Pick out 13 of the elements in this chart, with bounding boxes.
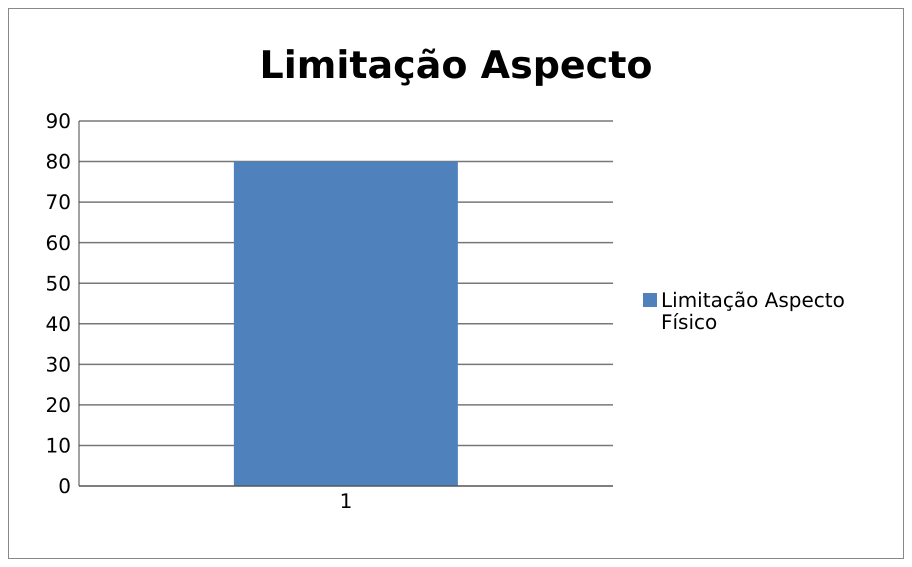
- chart-title: Limitação Aspecto: [258, 43, 654, 89]
- y-tick-label: 40: [46, 312, 71, 336]
- y-tick-label: 20: [46, 392, 71, 417]
- y-tick-label: 10: [46, 434, 71, 458]
- legend-label: Limitação Aspecto Físico: [661, 288, 846, 334]
- y-tick-label: 30: [46, 352, 71, 376]
- x-tick-label: 1: [340, 489, 352, 514]
- y-tick-label: 50: [46, 271, 71, 296]
- y-tick-label: 80: [46, 150, 71, 174]
- y-tick-label: 70: [46, 190, 71, 214]
- y-tick-label: 90: [46, 109, 71, 134]
- y-tick-label: 60: [46, 230, 71, 255]
- y-tick-label: 0: [58, 474, 71, 498]
